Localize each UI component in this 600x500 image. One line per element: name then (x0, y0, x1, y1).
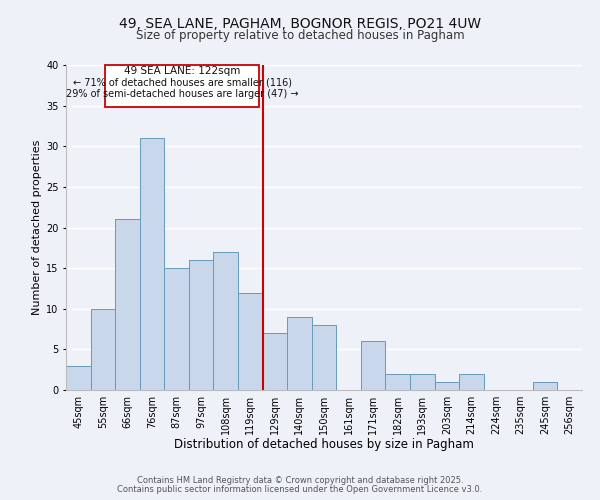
Text: Contains HM Land Registry data © Crown copyright and database right 2025.: Contains HM Land Registry data © Crown c… (137, 476, 463, 485)
X-axis label: Distribution of detached houses by size in Pagham: Distribution of detached houses by size … (174, 438, 474, 452)
Bar (385, 374, 410, 390)
Bar (434, 382, 459, 390)
Bar (214, 252, 238, 390)
Bar (410, 374, 434, 390)
Bar (263, 333, 287, 390)
Text: Size of property relative to detached houses in Pagham: Size of property relative to detached ho… (136, 29, 464, 42)
Bar (238, 292, 263, 390)
Bar (312, 325, 336, 390)
Text: 49, SEA LANE, PAGHAM, BOGNOR REGIS, PO21 4UW: 49, SEA LANE, PAGHAM, BOGNOR REGIS, PO21… (119, 18, 481, 32)
Bar (106, 65, 259, 108)
Bar (140, 138, 164, 390)
Bar (66, 366, 91, 390)
Bar (361, 341, 385, 390)
Bar (459, 374, 484, 390)
Text: ← 71% of detached houses are smaller (116): ← 71% of detached houses are smaller (11… (73, 78, 292, 88)
Bar (115, 220, 140, 390)
Y-axis label: Number of detached properties: Number of detached properties (32, 140, 41, 315)
Bar (91, 308, 115, 390)
Text: 49 SEA LANE: 122sqm: 49 SEA LANE: 122sqm (124, 66, 240, 76)
Bar (533, 382, 557, 390)
Text: 29% of semi-detached houses are larger (47) →: 29% of semi-detached houses are larger (… (66, 89, 298, 99)
Text: Contains public sector information licensed under the Open Government Licence v3: Contains public sector information licen… (118, 485, 482, 494)
Bar (189, 260, 214, 390)
Bar (164, 268, 189, 390)
Bar (287, 317, 312, 390)
